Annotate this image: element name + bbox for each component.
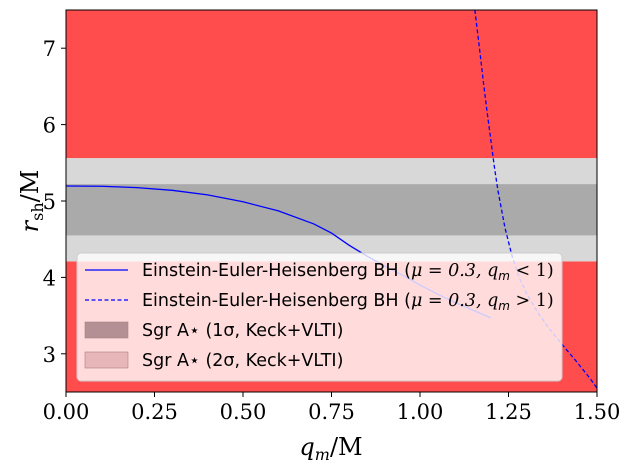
y-tick-label: 5 (43, 190, 56, 214)
legend-label-3: Sgr A⋆ (2σ, Keck+VLTI) (142, 351, 343, 371)
x-tick-label: 1.50 (574, 400, 621, 424)
x-tick-label: 0.50 (220, 400, 267, 424)
legend-label-0: Einstein-Euler-Heisenberg BH (μ = 0.3, q… (142, 261, 554, 283)
legend: Einstein-Euler-Heisenberg BH (μ = 0.3, q… (76, 252, 563, 382)
x-tick-label: 0.25 (131, 400, 178, 424)
legend-label-1: Einstein-Euler-Heisenberg BH (μ = 0.3, q… (142, 291, 554, 313)
x-axis-label: qm/M (299, 433, 362, 464)
ticks-layer: 0.00 0.25 0.50 0.75 1.00 1.25 1.50 3 4 5 6 7 (43, 37, 621, 424)
x-tick-label: 0.75 (308, 400, 355, 424)
y-axis-label: rsh/M (16, 170, 47, 233)
x-tick-label: 1.25 (485, 400, 532, 424)
legend-box (76, 252, 563, 382)
band-3 (66, 184, 597, 236)
y-tick-label: 4 (43, 266, 56, 290)
y-tick-label: 6 (43, 114, 56, 138)
legend-label-2: Sgr A⋆ (1σ, Keck+VLTI) (142, 321, 343, 341)
legend-handle-3 (84, 351, 129, 369)
legend-handle-2 (84, 321, 129, 339)
x-tick-label: 1.00 (397, 400, 444, 424)
y-tick-label: 7 (43, 37, 56, 61)
band-1 (66, 10, 597, 159)
y-tick-label: 3 (43, 343, 56, 367)
x-tick-label: 0.00 (43, 400, 90, 424)
